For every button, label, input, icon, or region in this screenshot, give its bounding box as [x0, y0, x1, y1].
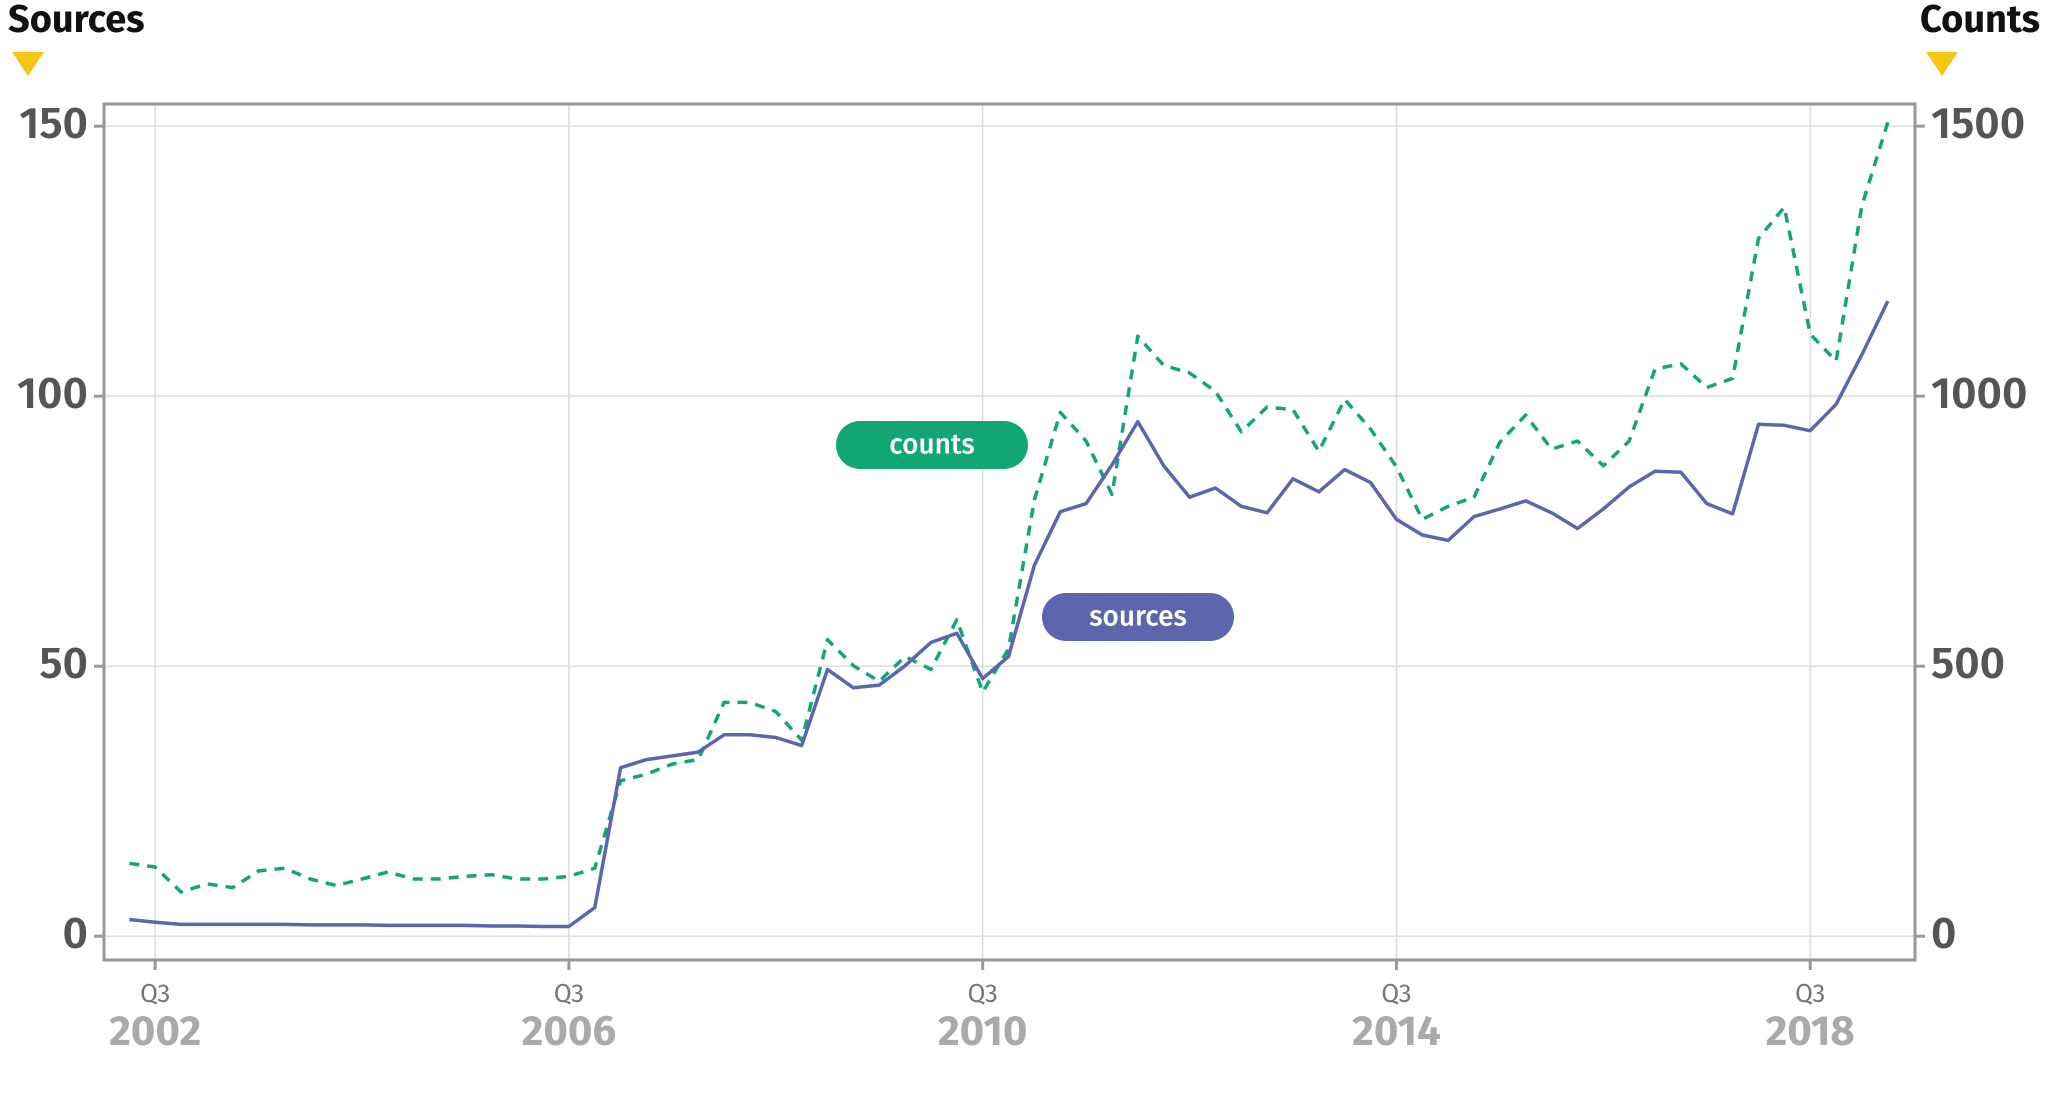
x-tick-label: Q3 [140, 978, 170, 1009]
y-tick-label: 150 [19, 97, 88, 150]
x-tick-year: 2018 [1766, 1007, 1855, 1057]
x-tick-year: 2002 [109, 1007, 201, 1057]
x-tick-year: 2006 [522, 1007, 617, 1057]
plot-frame [102, 102, 1917, 962]
legend-pill [836, 421, 1028, 469]
y2-tick-label: 1000 [1931, 367, 2028, 420]
x-tick-label: Q3 [1795, 978, 1825, 1009]
y-tick-label: 50 [39, 637, 88, 690]
x-tick-label: Q3 [554, 978, 584, 1009]
legend-label: counts [889, 428, 974, 461]
y2-tick-label: 500 [1931, 637, 2005, 690]
y2-tick-label: 0 [1931, 907, 1956, 960]
y-tick-label: 100 [17, 367, 88, 420]
y2-tick-label: 1500 [1931, 97, 2025, 150]
y2-axis-marker [1926, 52, 1958, 76]
y-tick-label: 0 [63, 907, 88, 960]
y-axis-title: Sources [8, 0, 145, 43]
y-axis-marker [12, 52, 44, 76]
x-tick-label: Q3 [1381, 978, 1411, 1009]
x-tick-year: 2010 [938, 1007, 1027, 1057]
x-tick-year: 2014 [1352, 1007, 1441, 1057]
x-tick-label: Q3 [967, 978, 997, 1009]
series-line [129, 300, 1890, 929]
legend-pill [1042, 593, 1234, 641]
legend-label: sources [1089, 600, 1187, 633]
y2-axis-title: Counts [1920, 0, 2040, 43]
series-line [129, 121, 1890, 894]
